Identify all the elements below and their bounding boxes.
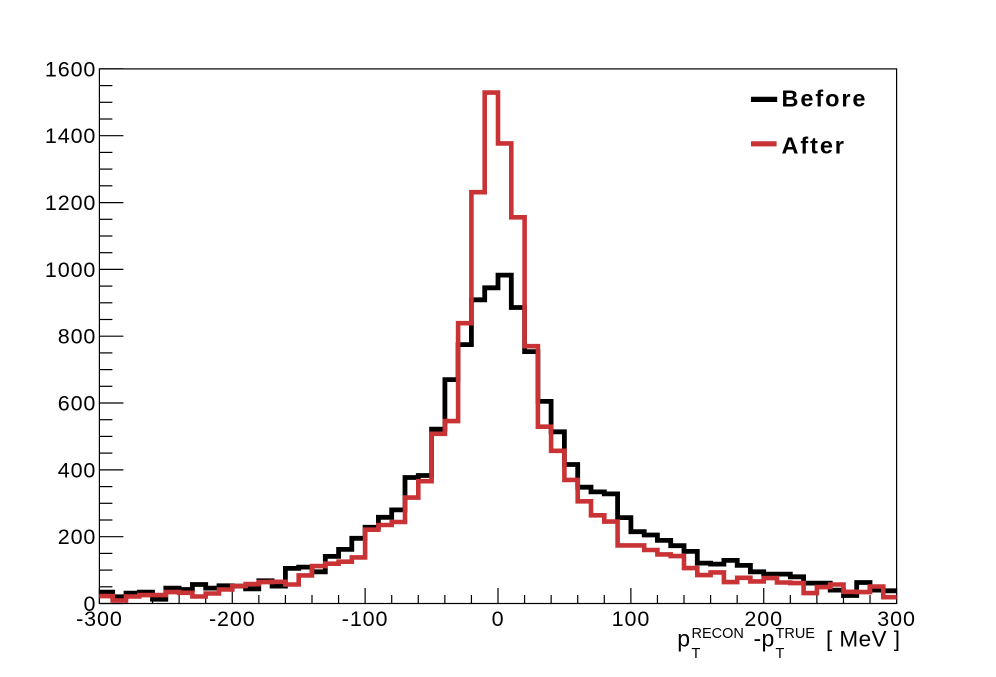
- svg-text:600: 600: [58, 392, 97, 416]
- svg-text:1400: 1400: [45, 124, 96, 148]
- svg-text:100: 100: [612, 607, 651, 631]
- svg-text:400: 400: [58, 458, 97, 482]
- svg-text:Before: Before: [782, 86, 868, 112]
- svg-text:1000: 1000: [45, 258, 96, 282]
- svg-text:p: p: [762, 625, 775, 651]
- svg-text:p: p: [677, 625, 690, 651]
- svg-text:-100: -100: [342, 607, 389, 631]
- svg-text:[ MeV ]: [ MeV ]: [826, 626, 900, 651]
- svg-text:0: 0: [83, 592, 96, 616]
- svg-text:T: T: [776, 646, 785, 662]
- svg-text:TRUE: TRUE: [776, 626, 816, 642]
- svg-text:-200: -200: [209, 607, 256, 631]
- svg-text:800: 800: [58, 325, 97, 349]
- svg-text:-: -: [754, 625, 762, 651]
- svg-text:300: 300: [877, 607, 916, 631]
- svg-text:200: 200: [58, 525, 97, 549]
- svg-text:T: T: [692, 646, 701, 662]
- svg-text:After: After: [782, 132, 846, 158]
- svg-text:1200: 1200: [45, 191, 96, 215]
- svg-text:RECON: RECON: [692, 626, 744, 642]
- svg-text:0: 0: [492, 607, 505, 631]
- svg-text:-300: -300: [76, 607, 123, 631]
- svg-text:200: 200: [744, 607, 783, 631]
- svg-text:1600: 1600: [45, 57, 96, 81]
